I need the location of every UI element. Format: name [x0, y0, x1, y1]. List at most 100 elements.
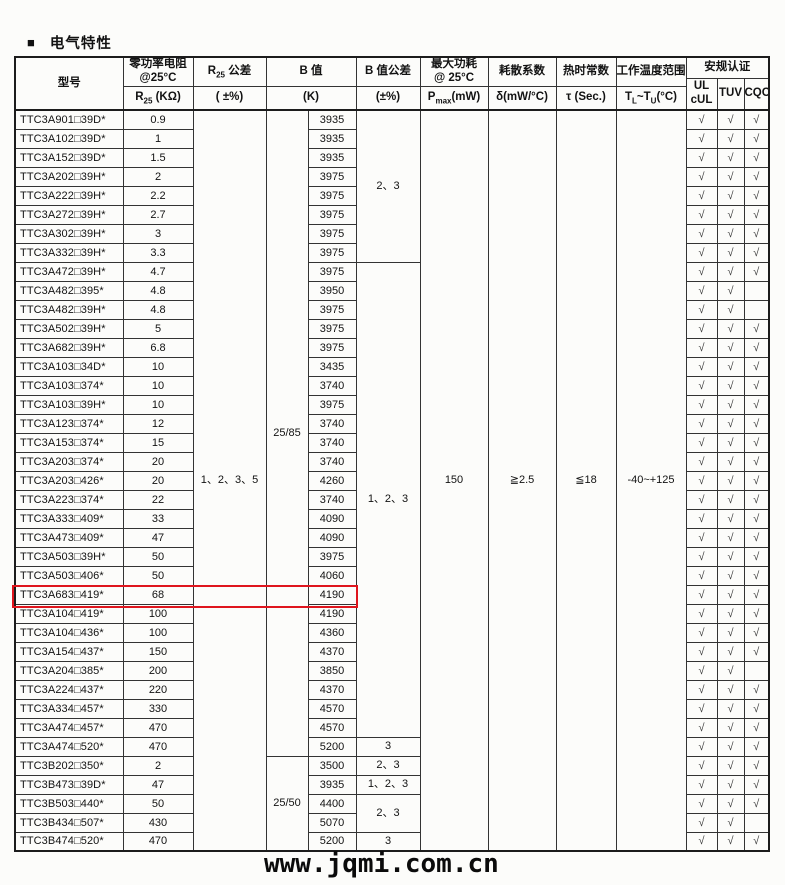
b-tolerance-cell: 3 [355, 831, 421, 852]
col-header-r25: 零功率电阻 @25°C [122, 56, 194, 87]
b-type-cell: 25/50 [265, 755, 309, 852]
b-value-cell: 3975 [307, 185, 357, 206]
r25-cell: 2.7 [122, 204, 194, 225]
ul-check-cell: √ [685, 546, 718, 567]
tuv-check-cell: √ [716, 470, 745, 491]
b-value-cell: 3975 [307, 318, 357, 339]
r25-cell: 1.5 [122, 147, 194, 168]
b-value-cell: 4090 [307, 527, 357, 548]
table-row: TTC3A302□39H* 3 3975 √ √ √ [14, 223, 770, 244]
model-cell: TTC3A222□39H* [14, 185, 124, 206]
cqc-check-cell: √ [743, 356, 770, 377]
ul-check-cell: √ [685, 831, 718, 852]
b-tolerance-cell: 1、2、3 [355, 774, 421, 795]
r25-cell: 6.8 [122, 337, 194, 358]
ul-check-cell: √ [685, 717, 718, 738]
table-row: TTC3A223□374* 22 3740 √ √ √ [14, 489, 770, 510]
watermark: www.jqmi.com.cn [264, 849, 499, 879]
table-row: TTC3A482□395* 4.8 3950 √ √ [14, 280, 770, 301]
table-row: TTC3A472□39H* 4.7 3975 1、2、3 √ √ √ [14, 261, 770, 738]
table-row: TTC3A203□426* 20 4260 √ √ √ [14, 470, 770, 491]
cqc-check-cell: √ [743, 565, 770, 586]
tuv-check-cell: √ [716, 831, 745, 852]
tuv-check-cell: √ [716, 147, 745, 168]
cqc-check-cell: √ [743, 641, 770, 662]
b-value-cell: 4570 [307, 717, 357, 738]
b-value-cell: 3975 [307, 166, 357, 187]
model-cell: TTC3A202□39H* [14, 166, 124, 187]
model-cell: TTC3A682□39H* [14, 337, 124, 358]
cqc-check-cell: √ [743, 603, 770, 624]
tuv-check-cell: √ [716, 622, 745, 643]
r25-cell: 47 [122, 774, 194, 795]
b-value-cell: 3935 [307, 147, 357, 168]
model-cell: TTC3A503□406* [14, 565, 124, 586]
cqc-check-cell: √ [743, 584, 770, 605]
b-value-cell: 3975 [307, 261, 357, 282]
ul-check-cell: √ [685, 337, 718, 358]
table-row: TTC3A901□39D* 0.9 1、2、3、5 25/85 3935 2、3 150 ≧2… [14, 109, 770, 852]
pmax-cell: 150 [419, 109, 489, 852]
subheader-temp-range-unit: TL~TU(°C) [615, 85, 687, 111]
model-cell: TTC3A203□426* [14, 470, 124, 491]
r25-cell: 2 [122, 755, 194, 776]
ul-check-cell: √ [685, 641, 718, 662]
ul-check-cell: √ [685, 356, 718, 377]
ul-check-cell: √ [685, 261, 718, 282]
model-cell: TTC3A474□520* [14, 736, 124, 757]
ul-check-cell: √ [685, 318, 718, 339]
ul-check-cell: √ [685, 812, 718, 833]
tuv-check-cell: √ [716, 755, 745, 776]
r25-cell: 50 [122, 565, 194, 586]
r25-cell: 50 [122, 793, 194, 814]
r25-cell: 100 [122, 603, 194, 624]
ul-check-cell: √ [685, 185, 718, 206]
table-row: TTC3A104□436* 100 4360 √ √ √ [14, 622, 770, 643]
cqc-check-cell: √ [743, 261, 770, 282]
tuv-check-cell: √ [716, 432, 745, 453]
ul-check-cell: √ [685, 413, 718, 434]
cqc-check-cell: √ [743, 774, 770, 795]
tuv-check-cell: √ [716, 679, 745, 700]
ul-check-cell: √ [685, 660, 718, 681]
b-value-cell: 3975 [307, 337, 357, 358]
b-value-cell: 3740 [307, 451, 357, 472]
b-tolerance-cell: 2、3 [355, 793, 421, 833]
b-value-cell: 3740 [307, 432, 357, 453]
tuv-check-cell: √ [716, 603, 745, 624]
r25-cell: 5 [122, 318, 194, 339]
col-header-temp-range: 工作温度范围 [615, 56, 687, 87]
r25-cell: 33 [122, 508, 194, 529]
table-row: TTC3A682□39H* 6.8 3975 √ √ √ [14, 337, 770, 358]
cqc-check-cell [743, 812, 770, 833]
r25-cell: 470 [122, 717, 194, 738]
table-row: TTC3A103□39H* 10 3975 √ √ √ [14, 394, 770, 415]
b-value-cell: 3975 [307, 394, 357, 415]
model-cell: TTC3A474□457* [14, 717, 124, 738]
ul-check-cell: √ [685, 166, 718, 187]
subheader-dissipation-unit: δ(mW/°C) [487, 85, 557, 111]
table-row: TTC3A272□39H* 2.7 3975 √ √ √ [14, 204, 770, 225]
cqc-check-cell: √ [743, 185, 770, 206]
model-cell: TTC3A104□419* [14, 603, 124, 624]
r25-cell: 4.8 [122, 299, 194, 320]
table-row: TTC3A482□39H* 4.8 3975 √ √ [14, 299, 770, 320]
r25-cell: 68 [122, 584, 194, 605]
model-cell: TTC3A103□374* [14, 375, 124, 396]
r25-cell: 330 [122, 698, 194, 719]
model-cell: TTC3A272□39H* [14, 204, 124, 225]
cqc-check-cell: √ [743, 432, 770, 453]
ul-check-cell: √ [685, 394, 718, 415]
subheader-r25-tolerance-unit: ( ±%) [192, 85, 267, 111]
b-value-cell: 4370 [307, 679, 357, 700]
ul-check-cell: √ [685, 432, 718, 453]
tuv-check-cell: √ [716, 793, 745, 814]
spec-table: 型号 零功率电阻 @25°C R25 公差 B 值 B 值公差 最大功耗 @ 2… [14, 56, 771, 853]
b-value-cell: 3740 [307, 489, 357, 510]
ul-check-cell: √ [685, 375, 718, 396]
ul-check-cell: √ [685, 584, 718, 605]
model-cell: TTC3B473□39D* [14, 774, 124, 795]
b-value-cell: 4060 [307, 565, 357, 586]
cqc-check-cell: √ [743, 831, 770, 852]
cqc-check-cell [743, 660, 770, 681]
